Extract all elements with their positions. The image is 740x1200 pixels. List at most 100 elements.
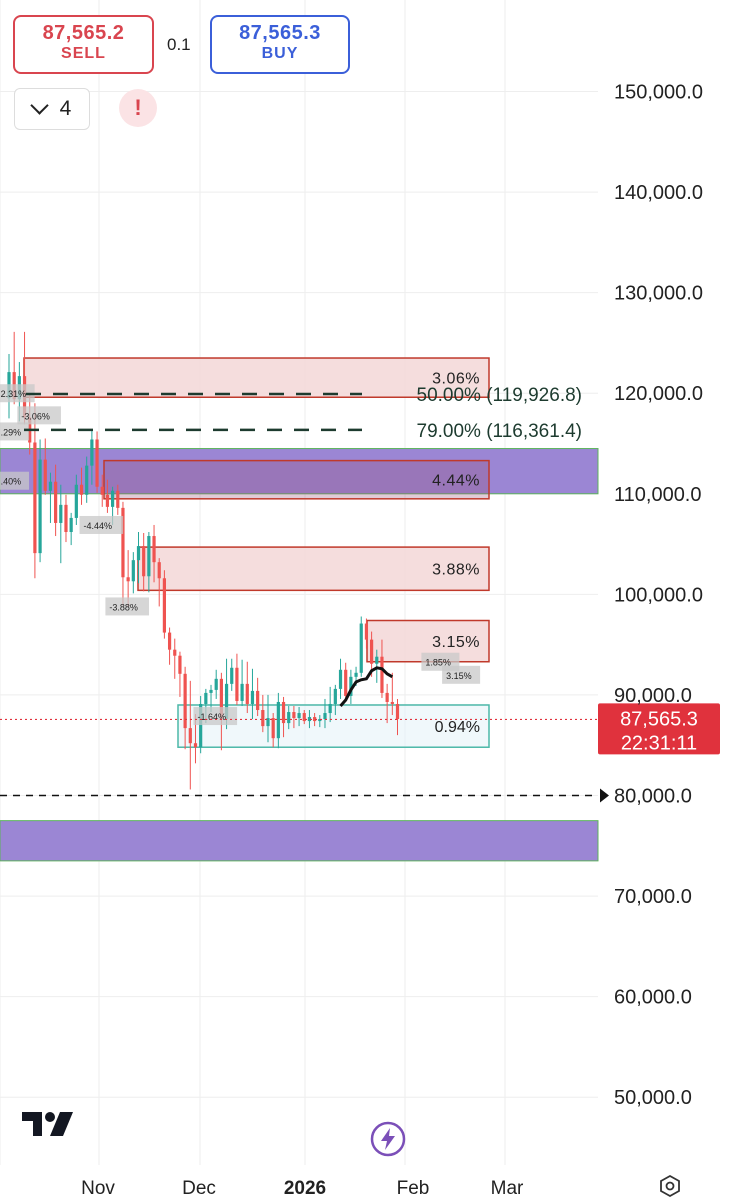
candle-body <box>199 703 203 748</box>
percent-tag-label: .40% <box>1 477 22 487</box>
supply-zone-label: 3.15% <box>432 634 480 651</box>
candle-body <box>79 484 84 495</box>
candle-body <box>173 649 177 656</box>
candle-body <box>167 632 172 650</box>
buy-label: BUY <box>261 45 299 62</box>
fib-level-label: 79.00% (116,361.4) <box>417 421 583 442</box>
percent-tag <box>0 471 30 490</box>
candle-body <box>214 678 218 690</box>
supply-zone-label: 3.88% <box>432 562 480 579</box>
sell-button[interactable]: 87,565.2 SELL <box>13 15 154 74</box>
candle-body <box>256 690 260 711</box>
y-tick-label: 110,000.0 <box>614 484 702 506</box>
sell-label: SELL <box>61 45 106 62</box>
supply-zone <box>23 357 490 398</box>
candle-body <box>105 494 110 507</box>
candle-body <box>261 710 265 727</box>
percent-tag-label: 3.15% <box>446 671 472 681</box>
arrow-right-icon <box>600 788 609 803</box>
candle-body <box>162 578 166 633</box>
candle-body <box>131 560 135 582</box>
candle-body <box>178 655 182 674</box>
candle-body <box>38 459 42 554</box>
y-tick-label: 90,000.0 <box>614 685 692 707</box>
supply-zone <box>137 546 490 592</box>
current-price-label: 87,565.3 <box>620 708 698 730</box>
candle-body <box>188 728 192 744</box>
candle-body <box>292 712 296 719</box>
candle-body <box>266 718 270 727</box>
y-tick-label: 70,000.0 <box>614 886 692 908</box>
x-tick-label: Feb <box>397 1178 430 1199</box>
x-tick-label: Nov <box>81 1178 115 1199</box>
x-tick-label: Dec <box>182 1178 216 1199</box>
y-tick-label: 100,000.0 <box>614 584 703 606</box>
candle-body <box>224 683 229 720</box>
time-axis: Nov Dec 2026 Feb Mar <box>81 1178 524 1199</box>
candle-body <box>380 656 384 693</box>
candle-body <box>43 459 47 491</box>
percent-tag-label: -1.64% <box>197 712 226 722</box>
percent-tag-label: -4.44% <box>84 521 113 531</box>
percent-tag <box>0 422 30 441</box>
candle-body <box>338 669 343 689</box>
exclamation-icon[interactable]: ! <box>119 89 157 127</box>
supply-zone <box>103 459 490 500</box>
indicators-toggle[interactable]: 4 <box>14 88 90 130</box>
candle-body <box>147 536 151 577</box>
candle-body <box>375 656 379 664</box>
moving-average-line <box>339 666 394 707</box>
candle-body <box>307 717 312 722</box>
candle-countdown: 22:31:11 <box>621 732 697 754</box>
zones-layer: 3.06% 4.44% 3.88% 3.15% 0.94% <box>0 357 599 862</box>
y-tick-label: 150,000.0 <box>614 82 703 104</box>
candle-body <box>121 507 125 578</box>
percent-tag-label: .29% <box>1 427 22 437</box>
percent-tag <box>193 707 238 726</box>
current-price-tag <box>598 703 720 755</box>
candle-body <box>126 577 130 582</box>
candle-body <box>193 743 198 748</box>
candle-body <box>136 546 141 561</box>
demand-zone-label: 0.94% <box>435 719 480 736</box>
candle-body <box>157 562 161 579</box>
y-tick-label: 80,000.0 <box>614 786 692 808</box>
candle-body <box>318 719 322 722</box>
y-tick-label: 50,000.0 <box>614 1087 692 1109</box>
candle-body <box>219 678 223 720</box>
candle-body <box>276 701 280 739</box>
candle-body <box>287 712 291 724</box>
candle-body <box>390 701 394 704</box>
candle-body <box>302 713 306 722</box>
lightning-icon[interactable] <box>370 1121 406 1157</box>
y-tick-label: 60,000.0 <box>614 987 692 1009</box>
candle-body <box>323 713 327 720</box>
percent-tag-label: 1.85% <box>425 658 451 668</box>
candle-body <box>313 717 317 722</box>
settings-icon[interactable] <box>658 1174 682 1198</box>
candle-body <box>235 667 239 701</box>
candle-body <box>271 718 275 739</box>
candle-body <box>245 683 249 704</box>
candle-body <box>74 484 78 518</box>
percent-tag <box>79 515 124 534</box>
candle-body <box>111 490 115 507</box>
candle-body <box>48 481 53 491</box>
price-axis: 50,000.0 60,000.0 70,000.0 80,000.0 90,000.0… <box>614 82 703 1110</box>
candle-body <box>54 481 58 523</box>
candle-body <box>385 692 389 702</box>
percent-tag <box>442 665 481 684</box>
candle-body <box>230 667 234 684</box>
candle-body <box>100 486 104 495</box>
candle-body <box>142 546 146 577</box>
buy-button[interactable]: 87,565.3 BUY <box>210 15 350 74</box>
candle-body <box>349 676 353 696</box>
quantity-value[interactable]: 0.1 <box>167 35 191 54</box>
purple-zone <box>0 448 599 495</box>
indicators-count: 4 <box>59 97 72 120</box>
x-tick-label: 2026 <box>284 1178 326 1199</box>
candle-body <box>364 623 369 640</box>
y-tick-label: 120,000.0 <box>614 383 703 405</box>
candle-body <box>183 673 187 729</box>
